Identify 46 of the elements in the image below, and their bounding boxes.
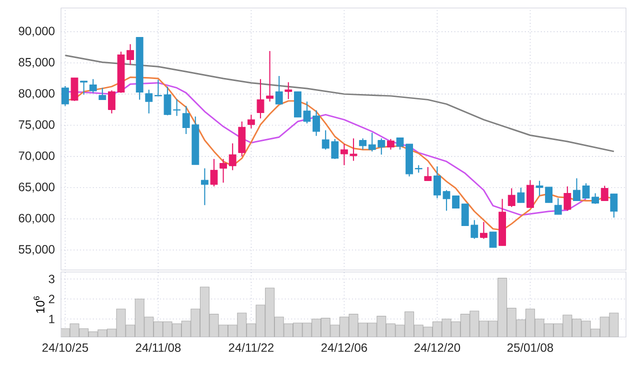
y-tick-label: 75,000 — [18, 120, 54, 130]
candlestick — [359, 138, 367, 150]
x-tick-label: 24/12/06 — [321, 343, 368, 352]
candlestick — [600, 185, 608, 202]
y-axis-title: 10$^{6}$ — [34, 296, 44, 313]
candlestick — [489, 231, 497, 248]
y-tick-label: 65,000 — [18, 182, 54, 193]
y-tick-label: 55,000 — [18, 245, 54, 255]
candlestick — [424, 166, 432, 182]
candlestick — [228, 142, 236, 171]
candlestick — [564, 186, 572, 212]
candlestick — [70, 77, 78, 102]
y-tick-label: 85,000 — [18, 58, 54, 68]
line-series — [64, 54, 615, 152]
candlestick — [275, 75, 283, 105]
candlestick — [200, 168, 208, 206]
y-tick-label: 2 — [48, 294, 54, 304]
candlestick — [386, 138, 394, 150]
candlestick — [526, 180, 534, 208]
y-tick-label: 3 — [48, 274, 54, 284]
candlestick — [210, 158, 218, 187]
candlestick — [145, 89, 153, 114]
x-tick-label: 24/12/20 — [414, 343, 460, 352]
candlestick — [610, 193, 618, 218]
candlestick — [80, 80, 88, 96]
candlestick — [284, 82, 292, 100]
candlestick — [89, 78, 97, 94]
candlestick — [517, 187, 525, 204]
candlestick — [266, 50, 274, 102]
candlestick — [220, 158, 228, 184]
x-tick-label: 24/11/22 — [228, 343, 274, 352]
candlestick — [256, 78, 264, 119]
candlestick — [554, 198, 562, 215]
y-tick-label: 60,000 — [18, 214, 54, 224]
x-tick-label: 24/11/08 — [136, 343, 181, 352]
y-tick-label: 90,000 — [18, 26, 54, 37]
y-tick-label: 1 — [49, 314, 54, 324]
x-tick-label: 25/01/08 — [507, 343, 554, 352]
y-tick-label: 80,000 — [18, 89, 54, 100]
candlestick — [61, 85, 69, 106]
x-tick-label: 24/10/25 — [42, 343, 88, 352]
y-tick-label: 70,000 — [18, 151, 54, 162]
candlestick — [480, 221, 488, 240]
candlestick — [508, 188, 516, 208]
candlestick — [98, 87, 106, 100]
candlestick — [247, 114, 255, 129]
